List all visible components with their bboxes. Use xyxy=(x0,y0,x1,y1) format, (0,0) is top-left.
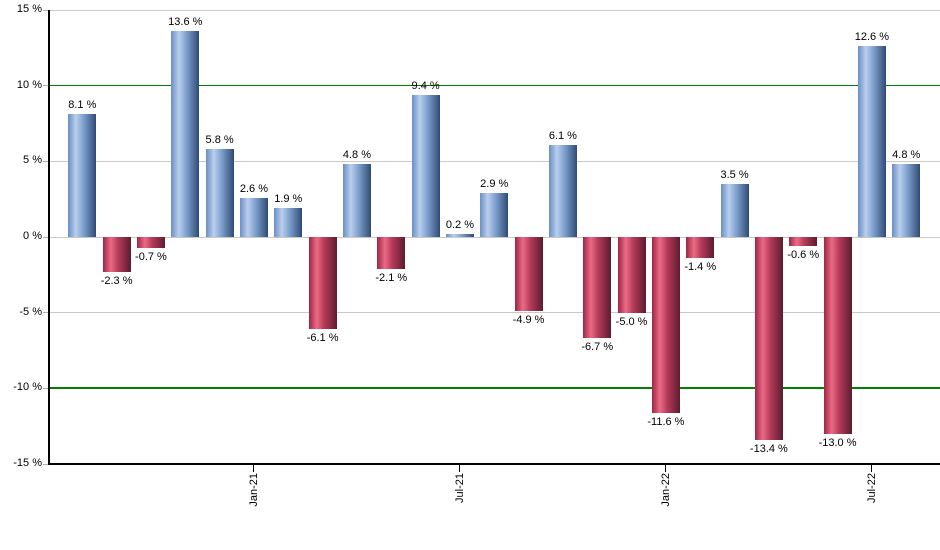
bar-positive xyxy=(548,144,577,237)
bar-value-label: 2.9 % xyxy=(480,178,509,191)
y-axis-tick xyxy=(43,312,48,314)
bar-negative xyxy=(583,237,612,339)
y-axis-tick-label: -15 % xyxy=(13,457,42,469)
bar-positive xyxy=(857,46,886,237)
x-axis-tick-label: Jan-22 xyxy=(659,473,672,507)
bar-positive xyxy=(342,164,371,237)
x-axis-tick xyxy=(871,464,873,472)
bar-negative xyxy=(789,237,818,247)
bar-value-label: 0.2 % xyxy=(445,218,474,231)
bar-negative xyxy=(617,237,646,313)
bar-value-label: -1.4 % xyxy=(684,261,717,274)
y-axis-tick-label: -10 % xyxy=(13,381,42,394)
bar-value-label: 5.8 % xyxy=(205,134,234,147)
gridline xyxy=(48,160,940,162)
x-axis-tick xyxy=(253,464,255,472)
y-axis-tick-label: 15 % xyxy=(16,3,42,15)
bar-value-label: 12.6 % xyxy=(854,31,889,44)
y-axis-line xyxy=(48,10,50,464)
gridline xyxy=(48,312,940,314)
y-axis-tick-label: 10 % xyxy=(16,78,42,91)
reference-line xyxy=(48,387,940,389)
bar-value-label: -11.6 % xyxy=(647,415,685,428)
bar-positive xyxy=(205,149,234,237)
y-axis-tick-label: -5 % xyxy=(19,305,42,318)
bar-value-label: -0.7 % xyxy=(135,250,167,263)
bar-negative xyxy=(514,237,543,312)
y-axis-tick xyxy=(43,160,48,162)
gridline xyxy=(48,236,940,238)
x-axis-line xyxy=(48,463,940,465)
bar-negative xyxy=(136,237,165,248)
x-axis-tick-label: Jul-22 xyxy=(865,473,878,503)
bar-positive xyxy=(274,208,303,237)
bar-positive xyxy=(411,94,440,237)
bar-value-label: 3.5 % xyxy=(720,169,749,182)
bar-positive xyxy=(720,184,749,237)
bar-value-label: -4.9 % xyxy=(512,314,545,327)
bar-value-label: 13.6 % xyxy=(168,16,203,29)
bar-value-label: 2.6 % xyxy=(239,182,268,195)
bar-positive xyxy=(171,31,200,237)
y-axis-tick xyxy=(43,9,48,11)
bar-value-label: -5.0 % xyxy=(615,315,648,328)
bar-positive xyxy=(68,114,97,237)
bar-negative xyxy=(651,237,680,413)
bar-negative xyxy=(754,237,783,440)
y-axis-tick xyxy=(43,236,48,238)
bar-value-label: -13.0 % xyxy=(818,436,857,449)
bar-value-label: 4.8 % xyxy=(892,149,921,162)
bar-value-label: 4.8 % xyxy=(342,149,371,162)
y-axis-tick xyxy=(43,85,48,87)
y-axis-tick xyxy=(43,387,48,389)
bar-negative xyxy=(823,237,852,434)
bar-positive xyxy=(445,233,474,237)
bar-positive xyxy=(239,197,268,237)
y-axis-tick-label: 5 % xyxy=(23,154,42,167)
bar-value-label: 8.1 % xyxy=(68,99,97,112)
bar-value-label: 9.4 % xyxy=(411,79,440,92)
bar-value-label: -6.1 % xyxy=(306,332,339,345)
bar-value-label: -2.1 % xyxy=(375,271,408,284)
x-axis-tick xyxy=(459,464,461,472)
x-axis-tick xyxy=(665,464,667,472)
bar-negative xyxy=(377,237,406,269)
y-axis-tick-label: 0 % xyxy=(23,230,42,242)
bar-negative xyxy=(102,237,131,272)
bar-negative xyxy=(686,237,715,259)
bar-value-label: -0.6 % xyxy=(787,249,820,262)
bar-value-label: 1.9 % xyxy=(274,193,303,206)
bar-value-label: -2.3 % xyxy=(100,274,133,287)
y-axis-tick xyxy=(43,463,48,465)
bar-value-label: 6.1 % xyxy=(548,129,577,142)
bar-negative xyxy=(308,237,337,330)
bar-value-label: -13.4 % xyxy=(749,442,788,455)
x-axis-tick-label: Jan-21 xyxy=(247,473,260,507)
reference-line xyxy=(48,84,940,87)
x-axis-tick-label: Jul-21 xyxy=(453,473,466,503)
bar-value-label: -6.7 % xyxy=(581,341,614,354)
bar-positive xyxy=(892,164,921,237)
gridline xyxy=(48,9,940,11)
bar-positive xyxy=(480,193,509,237)
